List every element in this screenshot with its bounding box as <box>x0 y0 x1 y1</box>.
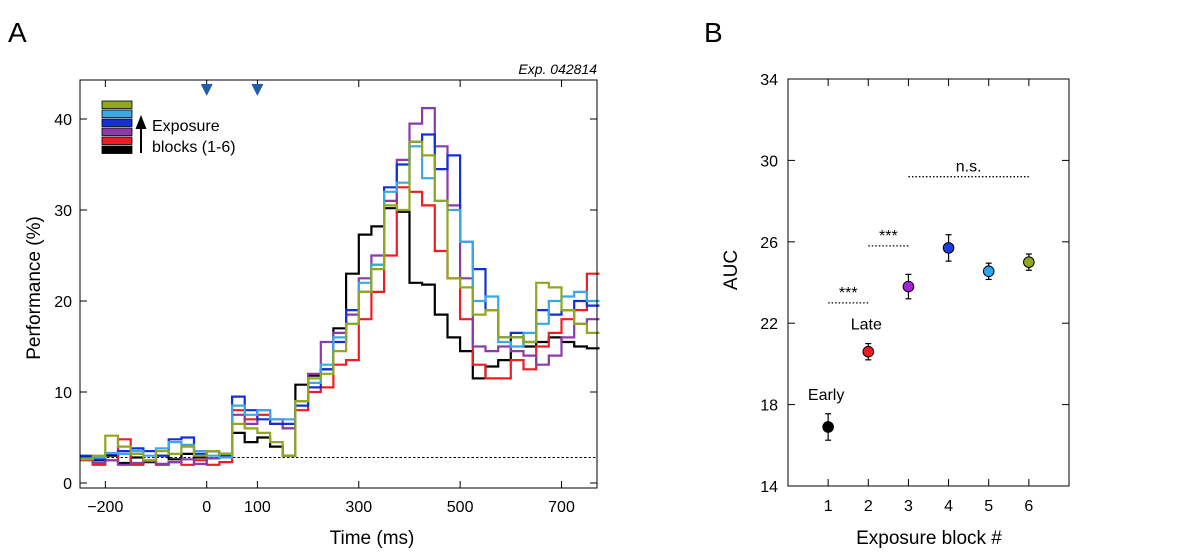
plot-frame-b <box>787 78 1070 487</box>
y-axis-label-b: AUC <box>721 250 742 290</box>
y-tick-label-a: 10 <box>54 385 72 402</box>
panel-letter-a: A <box>8 17 27 48</box>
stimulus-marker-icon <box>251 84 264 96</box>
y-tick-label-b: 34 <box>760 72 778 89</box>
x-axis-label-b: Exposure block # <box>856 528 1002 549</box>
data-point <box>902 280 915 293</box>
y-tick-label-b: 22 <box>760 316 778 333</box>
series-line <box>80 145 600 460</box>
significance-label: n.s. <box>956 159 982 176</box>
series-line <box>80 140 600 462</box>
y-tick-label-a: 20 <box>54 294 72 311</box>
y-tick-label-a: 40 <box>54 112 72 129</box>
x-tick-label-b: 6 <box>1024 498 1033 515</box>
x-tick-label-a: 500 <box>447 499 474 516</box>
data-point <box>862 345 875 358</box>
legend-text-line2: blocks (1-6) <box>152 139 236 156</box>
points-group-b: Early Late <box>808 234 1035 441</box>
point-label: Early <box>808 387 844 404</box>
series-line <box>80 186 600 466</box>
legend-swatch <box>101 145 133 154</box>
legend-text-line1: Exposure <box>152 118 220 135</box>
series-group-a <box>80 107 600 466</box>
axis-ticks-a: −200 0 100 300 500 700 0 10 20 30 40 <box>54 80 597 516</box>
x-tick-label-a: 700 <box>548 499 575 516</box>
significance-label: *** <box>879 228 898 245</box>
legend-swatch <box>101 100 133 109</box>
y-tick-label-b: 18 <box>760 398 778 415</box>
legend-swatch <box>101 109 133 118</box>
stimulus-marker-icon <box>200 84 213 96</box>
x-tick-label-a: 0 <box>202 499 211 516</box>
point-label: Late <box>851 317 882 334</box>
series-line <box>80 107 600 466</box>
legend-a: Exposure blocks (1-6) <box>101 100 236 156</box>
x-tick-label-b: 5 <box>984 498 993 515</box>
significance-label: *** <box>839 285 858 302</box>
x-tick-label-a: −200 <box>87 499 123 516</box>
y-tick-label-b: 26 <box>760 235 778 252</box>
significance-markers: *** *** n.s. <box>828 159 1029 304</box>
x-tick-label-b: 2 <box>864 498 873 515</box>
y-tick-label-b: 14 <box>760 479 778 496</box>
x-axis-label-a: Time (ms) <box>330 528 415 549</box>
data-point <box>942 242 955 254</box>
legend-arrow-head <box>135 115 147 129</box>
plot-frame-a <box>79 79 598 489</box>
series-line <box>80 207 600 465</box>
x-tick-label-a: 300 <box>345 499 372 516</box>
legend-swatches <box>101 100 133 154</box>
x-tick-label-a: 100 <box>244 499 271 516</box>
x-tick-label-b: 1 <box>824 498 833 515</box>
panel-letter-b: B <box>704 17 723 48</box>
data-point <box>822 421 834 433</box>
panel-b-chart: Exposure block # AUC 1 2 3 4 5 6141822263034 … <box>721 72 1070 549</box>
y-axis-label-a: Performance (%) <box>24 216 45 360</box>
legend-swatch <box>101 127 133 136</box>
legend-swatch <box>101 136 133 145</box>
data-point <box>982 265 995 278</box>
x-tick-label-b: 3 <box>904 498 913 515</box>
legend-swatch <box>101 118 133 127</box>
y-tick-label-b: 30 <box>760 153 778 170</box>
experiment-annotation: Exp. 042814 <box>518 61 597 77</box>
panel-a-chart: Exp. 042814 Time (ms) Performance (%) −2… <box>24 61 600 549</box>
data-point <box>1023 256 1035 268</box>
series-line <box>80 133 600 461</box>
x-tick-label-b: 4 <box>944 498 953 515</box>
y-tick-label-a: 0 <box>63 476 72 493</box>
y-tick-label-a: 30 <box>54 203 72 220</box>
